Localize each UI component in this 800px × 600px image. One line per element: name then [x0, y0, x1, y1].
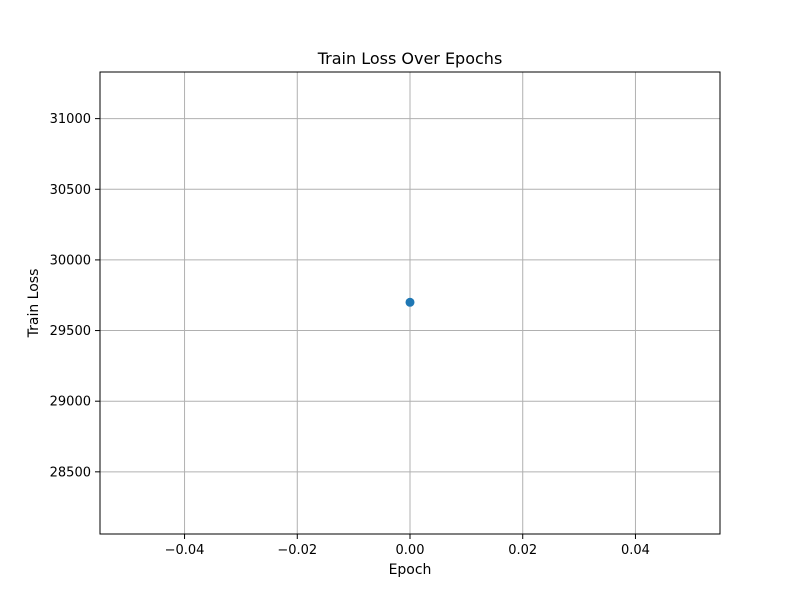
- y-tick-label: 30500: [50, 183, 91, 198]
- x-tick-label: 0.04: [621, 543, 650, 558]
- chart-title: Train Loss Over Epochs: [317, 49, 503, 68]
- y-tick-label: 29000: [50, 395, 91, 410]
- x-axis-label: Epoch: [389, 562, 432, 578]
- y-tick-label: 30000: [50, 253, 91, 268]
- y-tick-label: 29500: [50, 324, 91, 339]
- axis-ticks: −0.04 −0.02 0.00 0.02 0.04 28500 29000 29500 300…: [50, 112, 650, 558]
- data-point: [405, 297, 415, 307]
- x-tick-label: 0.02: [508, 543, 537, 558]
- x-tick-label: 0.00: [396, 543, 425, 558]
- y-axis-label: Train Loss: [26, 269, 42, 339]
- grid-lines: [100, 72, 720, 534]
- y-tick-label: 28500: [50, 465, 91, 480]
- data-points: [405, 297, 415, 307]
- y-tick-label: 31000: [50, 112, 91, 127]
- x-tick-label: −0.04: [165, 543, 205, 558]
- x-tick-label: −0.02: [277, 543, 317, 558]
